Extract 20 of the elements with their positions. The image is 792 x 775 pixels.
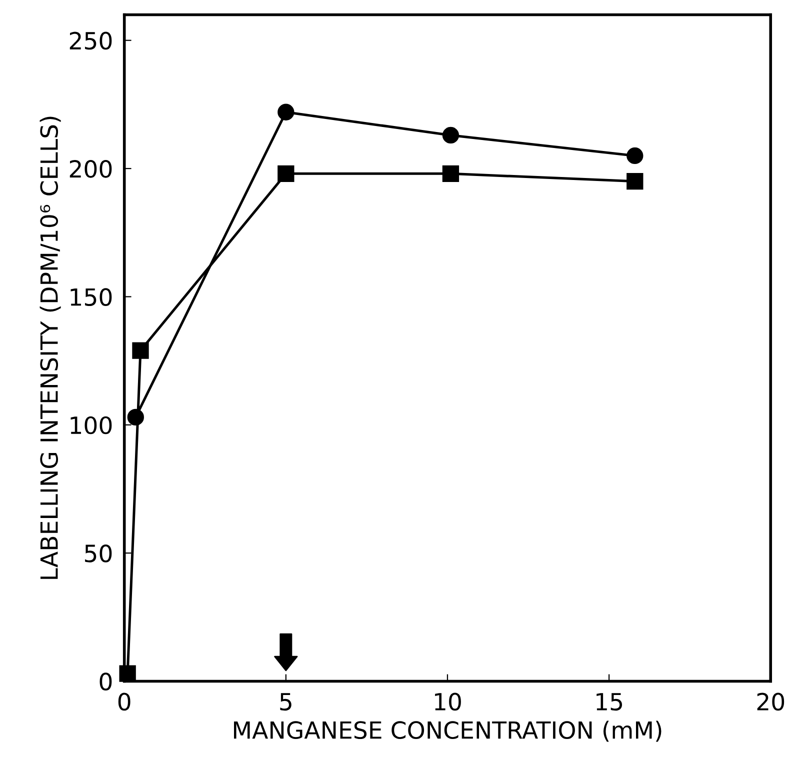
x-tick-label: 5 (280, 693, 292, 711)
x-tick-label: 0 (118, 692, 130, 711)
point (626, 173, 644, 190)
x-axis-title: MANGANESE CONCENTRATION (mM) (234, 720, 662, 742)
point (626, 147, 644, 164)
y-tick-label: 0 (100, 672, 112, 691)
y-tick-label: 50 (85, 544, 112, 562)
point (442, 165, 460, 182)
point (442, 126, 460, 144)
y-tick-label: 100 (70, 416, 112, 434)
x-tick-label: 15 (596, 693, 622, 711)
y-tick-label: 150 (70, 288, 112, 306)
point (132, 342, 149, 359)
y-tick-label: 200 (70, 160, 112, 178)
point (278, 104, 294, 120)
x-tick-label: 10 (435, 692, 461, 711)
y-axis-title: LABELLING INTENSITY (DPM/10⁶ CELLS) (40, 116, 61, 579)
y-tick-label: 250 (70, 32, 112, 50)
point (278, 165, 294, 182)
x-tick-label: 20 (757, 692, 784, 711)
